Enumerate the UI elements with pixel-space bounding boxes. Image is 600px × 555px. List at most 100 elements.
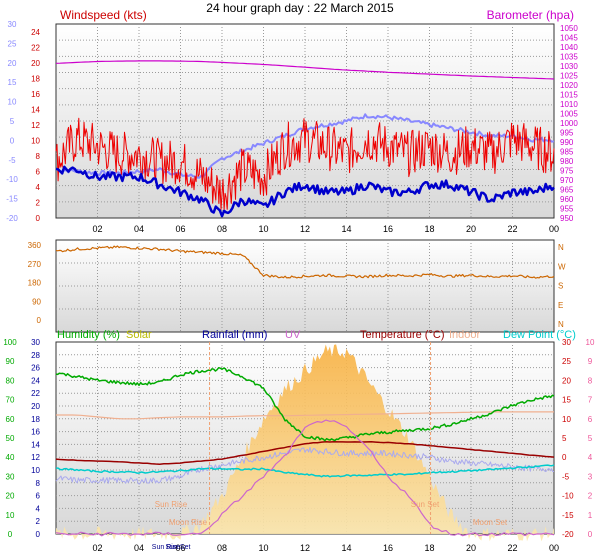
temperature-trend-line: [55, 113, 555, 179]
compass-tick: W: [558, 262, 566, 271]
barometer-tick: 1000: [560, 119, 578, 128]
humidity-tick: 40: [6, 453, 15, 462]
x-tick-label: 02: [92, 224, 102, 234]
windspeed-tick: 22: [31, 44, 40, 53]
uv-tick: 8: [588, 376, 593, 385]
barometer-tick: 955: [560, 205, 574, 214]
solar-area: [56, 344, 554, 542]
barometer-legend: Barometer (hpa): [487, 8, 574, 22]
x-tick-label: 00: [549, 224, 559, 234]
windspeed-tick: 10: [31, 137, 40, 146]
annotation-label: Sun Rise: [155, 500, 188, 509]
dewpoint-line: [56, 464, 555, 478]
temperature-tick: 30: [562, 338, 571, 347]
wind-outer-axis: 30 25 20 15 10 5 0 -5 -10 -15 -20: [6, 20, 18, 223]
temperature-tick: -15: [562, 511, 574, 520]
uv-tick: 7: [588, 396, 593, 405]
barometer-tick: 965: [560, 186, 574, 195]
x-tick-label: 02: [92, 543, 102, 553]
rainfall-tick: 4: [36, 504, 41, 513]
x-tick-label: 16: [383, 543, 393, 553]
x-tick-label: 18: [424, 543, 434, 553]
temperature-tick: 10: [562, 415, 571, 424]
wind-direction-line: [55, 245, 555, 279]
outer-axis-tick: -20: [6, 214, 18, 223]
barometer-tick: 990: [560, 138, 574, 147]
outer-axis-tick: 20: [8, 59, 17, 68]
outer-axis-tick: 25: [8, 39, 17, 48]
temperature-legend: Temperature (°C): [360, 329, 444, 341]
compass-tick: N: [558, 320, 564, 329]
uv-tick: 5: [588, 434, 593, 443]
rainfall-tick: 16: [31, 428, 40, 437]
direction-tick: 360: [28, 241, 42, 250]
direction-tick: 90: [32, 297, 41, 306]
barometer-tick: 995: [560, 129, 574, 138]
windspeed-tick: 24: [31, 28, 40, 37]
x-tick-label: 22: [507, 224, 517, 234]
temperature-axis: 30 25 20 15 10 5 0 -5 -10 -15 -20: [562, 338, 574, 539]
outer-axis-tick: -5: [8, 156, 16, 165]
barometer-tick: 1045: [560, 34, 578, 43]
compass-tick: N: [558, 243, 564, 252]
x-tick-label: 20: [466, 224, 476, 234]
barometer-tick: 1015: [560, 91, 578, 100]
annotation-label: Moon Set: [473, 518, 508, 527]
outer-axis-tick: 0: [10, 136, 15, 145]
annotation-label: Moon Rise: [169, 518, 208, 527]
barometer-axis: 1050104510401035103010251020101510101005…: [560, 24, 578, 223]
humidity-tick: 90: [6, 357, 15, 366]
barometer-tick: 1020: [560, 81, 578, 90]
x-tick-label: 04: [134, 543, 144, 553]
temperature-tick: 15: [562, 396, 571, 405]
x-tick-label: 06: [175, 543, 185, 553]
barometer-tick: 1005: [560, 110, 578, 119]
outer-axis-tick: 10: [8, 98, 17, 107]
barometer-tick: 1050: [560, 24, 578, 33]
x-tick-label: 12: [300, 543, 310, 553]
temperature-line: [55, 440, 555, 465]
rainfall-tick: 30: [31, 338, 40, 347]
x-tick-label: 00: [549, 543, 559, 553]
humidity-tick: 20: [6, 492, 15, 501]
uv-tick: 2: [588, 492, 593, 501]
barometer-tick: 985: [560, 148, 574, 157]
barometer-tick: 1040: [560, 43, 578, 52]
x-tick-label: 10: [258, 543, 268, 553]
barometer-tick: 970: [560, 176, 574, 185]
barometer-tick: 960: [560, 195, 574, 204]
humidity-tick: 70: [6, 396, 15, 405]
page-title: 24 hour graph day : 22 March 2015: [206, 1, 394, 15]
x-tick-label: 16: [383, 224, 393, 234]
temp-series: [55, 344, 555, 542]
temperature-tick: -10: [562, 492, 574, 501]
uv-tick: 3: [588, 472, 593, 481]
barometer-tick: 975: [560, 167, 574, 176]
x-tick-label: 06: [175, 224, 185, 234]
humidity-tick: 60: [6, 415, 15, 424]
compass-tick: E: [558, 301, 563, 310]
temperature-tick: -20: [562, 530, 574, 539]
uv-line: [55, 419, 555, 537]
humidity-tick: 100: [3, 338, 17, 347]
windspeed-tick: 4: [36, 183, 41, 192]
annotation-label: Sun Rise: [152, 544, 181, 551]
windspeed-tick: 14: [31, 106, 40, 115]
annotation-label: Sun Set: [411, 500, 440, 509]
wind-chill-line: [55, 446, 554, 485]
windspeed-legend: Windspeed (kts): [60, 8, 147, 22]
rainfall-tick: 10: [31, 466, 40, 475]
humidity-tick: 30: [6, 472, 15, 481]
rainfall-tick: 2: [36, 517, 41, 526]
outer-axis-tick: -15: [6, 195, 18, 204]
rainfall-tick: 22: [31, 389, 40, 398]
windspeed-tick: 20: [31, 59, 40, 68]
windspeed-tick: 6: [36, 168, 41, 177]
barometer-tick: 950: [560, 214, 574, 223]
